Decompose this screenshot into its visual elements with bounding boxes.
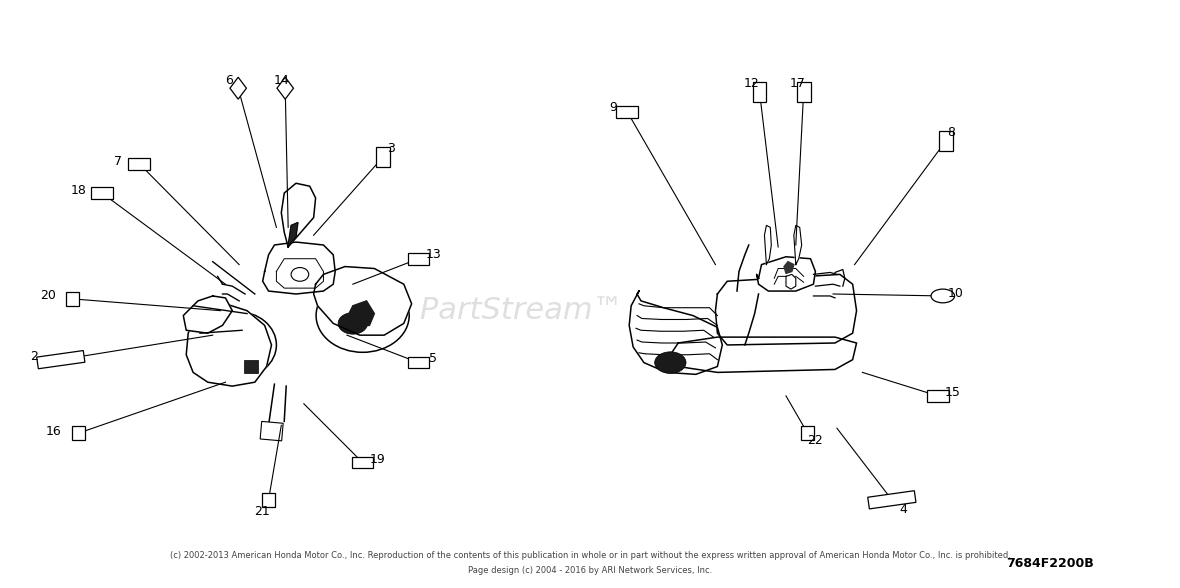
- Text: 12: 12: [743, 77, 760, 90]
- Polygon shape: [263, 242, 335, 294]
- Polygon shape: [794, 225, 801, 265]
- Text: 20: 20: [40, 289, 55, 302]
- Polygon shape: [347, 301, 374, 328]
- Ellipse shape: [339, 313, 367, 334]
- Text: 17: 17: [789, 77, 806, 90]
- Bar: [72, 426, 85, 440]
- Ellipse shape: [291, 268, 309, 281]
- Ellipse shape: [198, 312, 276, 378]
- Text: 16: 16: [46, 425, 61, 437]
- Text: (c) 2002-2013 American Honda Motor Co., Inc. Reproduction of the contents of thi: (c) 2002-2013 American Honda Motor Co., …: [170, 551, 1010, 560]
- Bar: [260, 422, 283, 441]
- Text: 18: 18: [71, 183, 86, 196]
- Bar: [129, 158, 150, 169]
- Polygon shape: [756, 257, 815, 291]
- Bar: [262, 493, 275, 507]
- Polygon shape: [288, 222, 299, 245]
- Polygon shape: [230, 77, 247, 99]
- Text: 19: 19: [369, 453, 385, 466]
- Bar: [91, 187, 113, 199]
- Polygon shape: [183, 296, 232, 333]
- Polygon shape: [314, 266, 412, 335]
- Polygon shape: [765, 225, 772, 265]
- Text: 3: 3: [387, 142, 395, 155]
- Polygon shape: [281, 183, 315, 247]
- Polygon shape: [784, 262, 794, 273]
- Text: 2: 2: [31, 350, 38, 363]
- Bar: [408, 253, 430, 265]
- Text: 8: 8: [946, 126, 955, 139]
- Text: 6: 6: [225, 74, 234, 87]
- Text: 10: 10: [948, 286, 964, 299]
- Bar: [867, 491, 916, 509]
- Text: 4: 4: [899, 503, 907, 516]
- Text: 14: 14: [274, 74, 289, 87]
- Ellipse shape: [316, 279, 409, 352]
- Text: Page design (c) 2004 - 2016 by ARI Network Services, Inc.: Page design (c) 2004 - 2016 by ARI Netwo…: [468, 566, 712, 575]
- Text: 7684F2200B: 7684F2200B: [1007, 557, 1094, 570]
- Bar: [66, 292, 79, 306]
- Bar: [753, 82, 766, 102]
- Bar: [376, 147, 391, 166]
- Bar: [408, 357, 430, 369]
- Polygon shape: [629, 291, 722, 375]
- Text: 13: 13: [425, 248, 441, 261]
- Bar: [352, 457, 373, 469]
- Polygon shape: [277, 77, 294, 99]
- Polygon shape: [786, 275, 795, 289]
- Bar: [796, 82, 811, 102]
- Ellipse shape: [655, 352, 686, 373]
- Polygon shape: [186, 301, 271, 386]
- Ellipse shape: [931, 289, 955, 303]
- Bar: [37, 350, 85, 369]
- Bar: [939, 131, 952, 151]
- Text: 9: 9: [610, 101, 617, 114]
- Text: 7: 7: [113, 155, 122, 168]
- Bar: [801, 426, 814, 440]
- Bar: [616, 106, 638, 118]
- Polygon shape: [715, 275, 857, 345]
- Text: ARI PartStream™: ARI PartStream™: [360, 296, 624, 325]
- Polygon shape: [670, 337, 857, 372]
- Text: 5: 5: [430, 352, 438, 365]
- Text: 15: 15: [945, 386, 961, 399]
- Bar: [927, 390, 949, 402]
- Text: 21: 21: [254, 505, 269, 518]
- Text: 22: 22: [807, 435, 824, 447]
- Bar: [244, 360, 257, 373]
